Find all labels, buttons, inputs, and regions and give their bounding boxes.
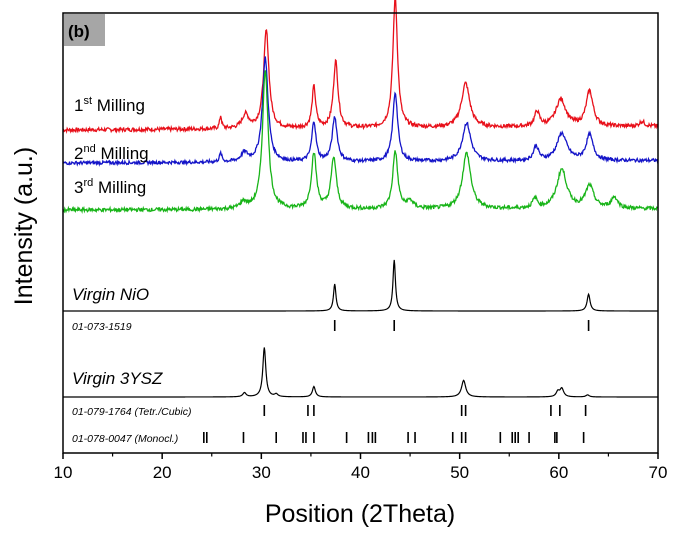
axes: 10 20 30 40 50 60 70 xyxy=(54,12,668,482)
panel-tag: (b) xyxy=(68,22,90,41)
y-axis-title: Intensity (a.u.) xyxy=(10,147,38,305)
trace-label: 1st Milling xyxy=(74,95,145,115)
x-tick-label: 10 xyxy=(54,463,73,482)
trace-virgin-nio xyxy=(63,259,658,312)
trace-2nd-milling xyxy=(62,56,659,167)
trace-label: 2nd Milling xyxy=(74,143,149,163)
panel-tag-background xyxy=(64,14,105,46)
x-tick-label: 60 xyxy=(549,463,568,482)
reference-pattern-label: 01-079-1764 (Tetr./Cubic) xyxy=(72,406,191,418)
x-tick-label: 40 xyxy=(351,463,370,482)
trace-label: 3rd Milling xyxy=(74,177,146,197)
x-tick-label: 20 xyxy=(153,463,172,482)
reference-patterns: 01-073-1519 01-079-1764 (Tetr./Cubic) 01-0… xyxy=(72,320,590,445)
reference-pattern-label: 01-078-0047 (Monocl.) xyxy=(72,433,178,445)
reference-pattern-label: 01-073-1519 xyxy=(72,321,132,333)
trace-virgin-3ysz xyxy=(63,347,658,398)
x-tick-label: 70 xyxy=(649,463,668,482)
x-tick-label: 50 xyxy=(450,463,469,482)
trace-1st-milling xyxy=(62,0,659,135)
trace-3rd-milling xyxy=(62,70,659,214)
traces: 1st Milling 2nd Milling 3rd Milling Virgin … xyxy=(62,0,659,398)
x-tick-label: 30 xyxy=(252,463,271,482)
trace-label: Virgin 3YSZ xyxy=(72,369,163,388)
trace-label: Virgin NiO xyxy=(72,285,149,304)
x-axis-title: Position (2Theta) xyxy=(265,500,455,528)
